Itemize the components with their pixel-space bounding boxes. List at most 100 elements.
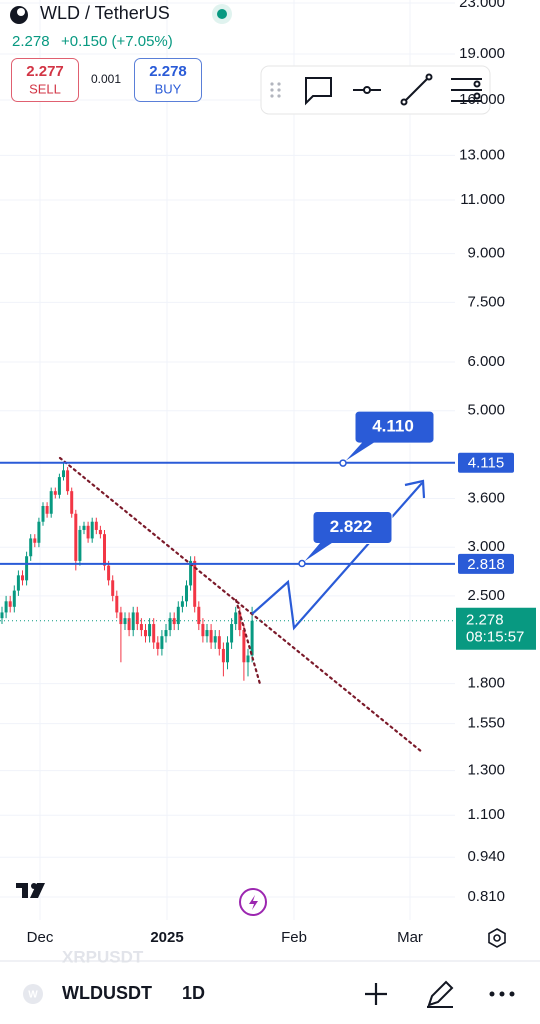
settings-tool[interactable] — [451, 78, 482, 102]
candle-body — [103, 534, 106, 566]
candle-body — [238, 612, 242, 631]
candle-body — [41, 506, 45, 522]
y-tick-label: 1.800 — [467, 675, 505, 692]
candle-body — [221, 648, 225, 663]
last-price-box — [456, 607, 536, 650]
candle-body — [115, 595, 119, 613]
candle-body — [21, 575, 24, 581]
more-button[interactable] — [489, 991, 515, 997]
draw-button[interactable] — [427, 980, 454, 1008]
level-label-box — [458, 452, 514, 473]
candle-body — [29, 538, 33, 557]
last-price-label: 2.278 — [466, 612, 504, 629]
y-tick-label: 5.000 — [467, 402, 505, 419]
candle-body — [16, 575, 20, 591]
chart-settings-center — [493, 934, 501, 942]
sell-button[interactable] — [11, 58, 79, 102]
candle-body — [234, 612, 238, 625]
y-tick-label: 9.000 — [467, 245, 505, 262]
y-tick-label: 23.000 — [459, 0, 505, 11]
candle-body — [107, 565, 111, 581]
candle-body — [139, 624, 143, 631]
y-tick-label: 16.000 — [459, 91, 505, 108]
price-change: +0.150 (+7.05%) — [61, 33, 173, 50]
market-status-dot — [217, 9, 227, 19]
candle-body — [242, 630, 246, 663]
candle-body — [4, 601, 8, 613]
plot: 4.110 2.822 — [0, 410, 455, 754]
tv-logo-dot — [31, 883, 37, 889]
drag-handle[interactable] — [270, 82, 281, 98]
y-tick-label: 0.810 — [467, 888, 505, 905]
candle-body — [53, 491, 57, 495]
y-tick-label: 1.550 — [467, 715, 505, 732]
buy-label: BUY — [155, 81, 182, 96]
y-tick-label: 3.600 — [467, 489, 505, 506]
x-tick-label: Dec — [27, 929, 54, 946]
horizontal-line-tool[interactable] — [353, 86, 381, 94]
candle-body — [135, 612, 139, 625]
symbol-title[interactable]: WLD / TetherUS — [40, 3, 170, 23]
candle-body — [45, 506, 49, 514]
countdown: 08:15:57 — [466, 629, 524, 646]
buy-button[interactable] — [134, 58, 202, 102]
candle-body — [127, 618, 131, 631]
interval[interactable]: 1D — [182, 983, 205, 1003]
candle-body — [160, 636, 164, 649]
add-button[interactable] — [365, 983, 387, 1005]
candle-body — [180, 601, 184, 607]
y-tick-label: 19.000 — [459, 45, 505, 62]
candle-body — [189, 560, 193, 586]
candle-body — [176, 606, 180, 625]
projection-arrowhead — [404, 479, 426, 499]
candle-body — [119, 612, 123, 625]
candle-body — [193, 560, 197, 607]
candle-body — [172, 618, 176, 625]
trend-line — [58, 456, 424, 754]
candle-body — [78, 529, 82, 561]
candle-body — [156, 642, 160, 649]
candle-body — [144, 630, 147, 637]
candle-body — [12, 590, 16, 607]
candle-body — [246, 655, 250, 663]
candle-body — [74, 513, 78, 561]
candle-body — [197, 606, 201, 625]
sell-label: SELL — [29, 81, 61, 96]
candle-body — [111, 580, 115, 596]
ghost-symbol: XRPUSDT — [62, 947, 144, 966]
candle-body — [213, 636, 217, 643]
bottom-bar: XRPUSDT W WLDUSDT 1D — [0, 947, 540, 1008]
candle-body — [37, 521, 41, 543]
y-tick-label: 2.500 — [467, 587, 505, 604]
candle-body — [70, 491, 74, 514]
candle-body — [209, 630, 213, 643]
candle-body — [217, 636, 221, 649]
candle-body — [148, 624, 152, 637]
chart-settings[interactable] — [488, 928, 506, 948]
candle-body — [131, 612, 135, 631]
callout-label: 4.110 — [372, 417, 414, 436]
candle-body — [201, 624, 205, 637]
candle-body — [94, 521, 98, 530]
candle-body — [185, 585, 188, 602]
header: WLD / TetherUS 2.278 +0.150 (+7.05%) 2.2… — [10, 3, 232, 102]
candle-body — [90, 521, 94, 539]
lightning-icon — [249, 895, 258, 910]
candle-body — [8, 601, 12, 607]
bottom-symbol[interactable]: WLDUSDT — [62, 983, 152, 1003]
candle-body — [62, 470, 65, 478]
level-label: 4.115 — [468, 455, 504, 472]
candle-body — [164, 630, 168, 637]
x-tick-label: Mar — [397, 929, 423, 946]
candle-body — [66, 470, 70, 492]
candle-body — [230, 624, 234, 643]
callout-anchor — [298, 559, 306, 568]
candle-body — [0, 612, 4, 619]
y-tick-label: 1.300 — [467, 762, 505, 779]
trend-line-tool[interactable] — [400, 73, 433, 106]
callout-tool[interactable] — [305, 77, 332, 106]
x-tick-label: Feb — [281, 929, 307, 946]
candle-body — [250, 620, 254, 656]
price: 2.278 — [12, 33, 50, 50]
